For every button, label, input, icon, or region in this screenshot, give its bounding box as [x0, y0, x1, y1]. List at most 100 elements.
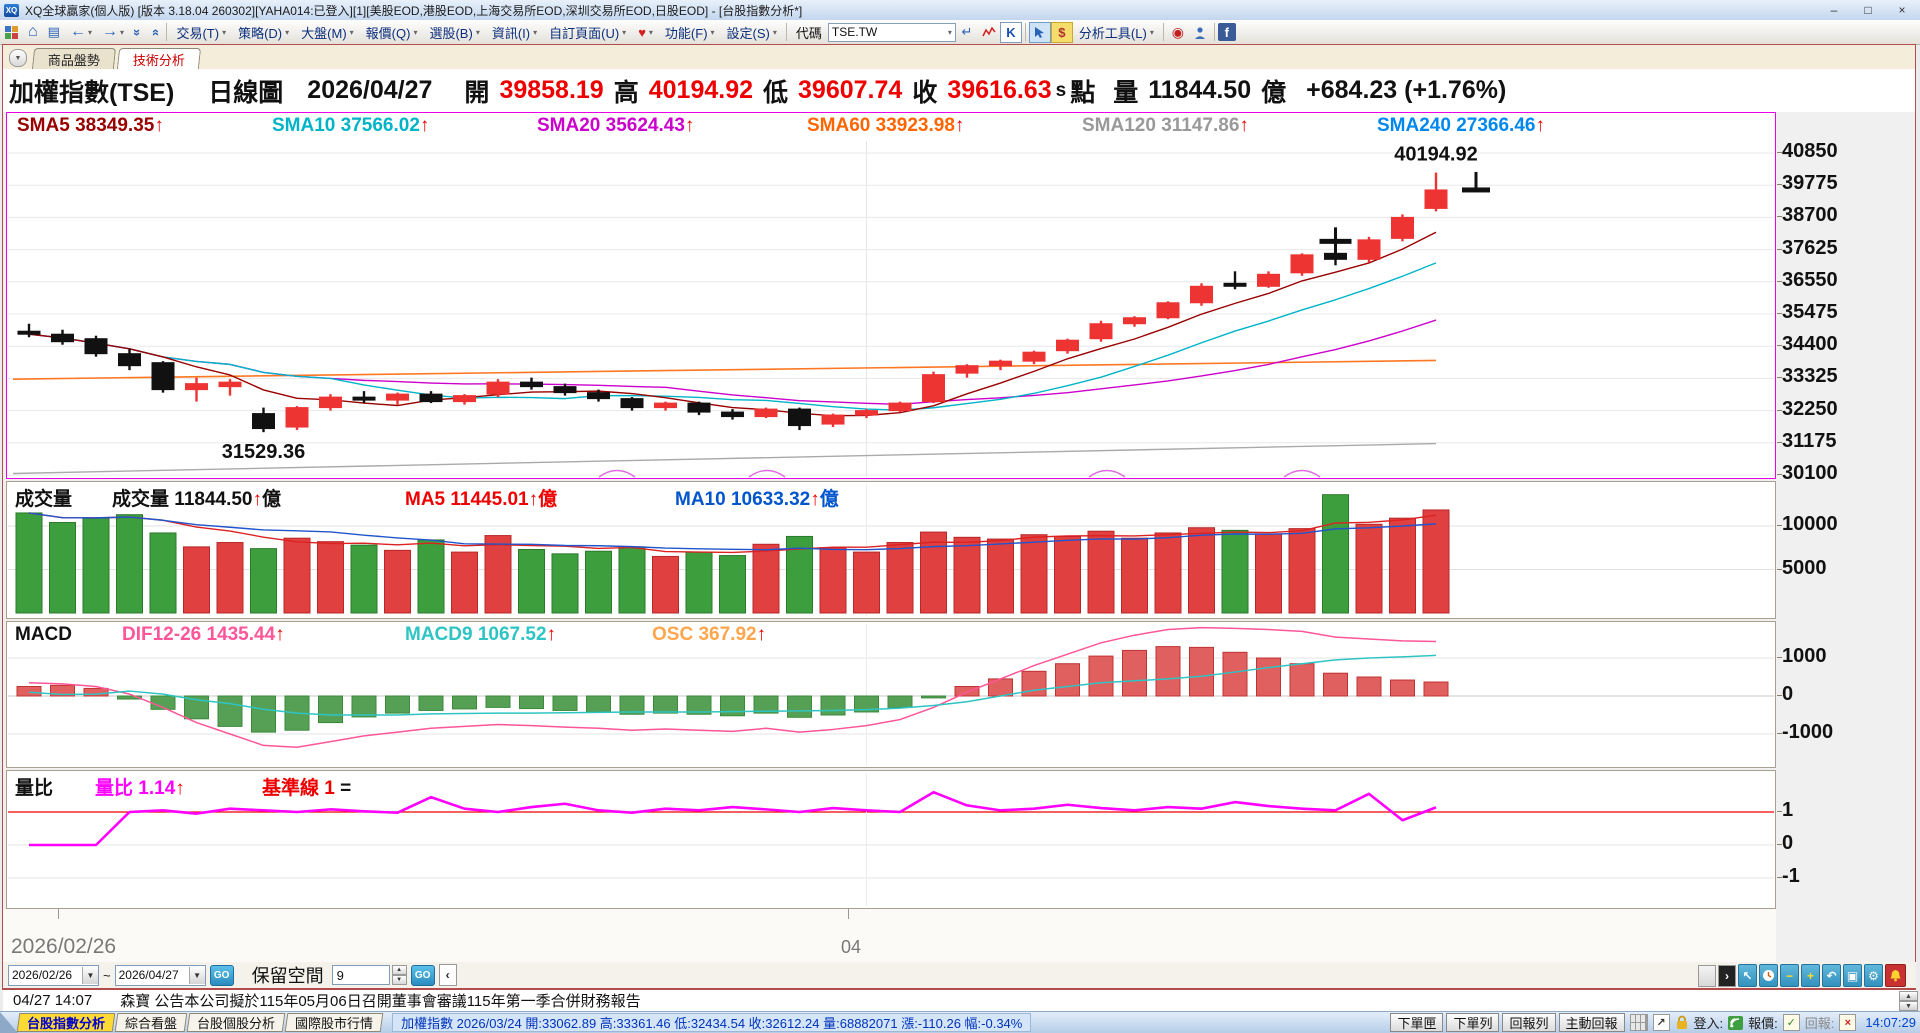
tab-technical-analysis[interactable]: 技術分析	[116, 48, 202, 69]
dollar-tool-icon[interactable]: $	[1050, 21, 1073, 43]
ratio-baseline: 基準線 1 =	[262, 778, 352, 799]
collapse-left-icon[interactable]: ‹	[438, 964, 457, 986]
reserve-space-input[interactable]: 9	[331, 965, 390, 985]
scroll-up-icon[interactable]: ▲	[1899, 991, 1918, 1001]
zoom-out-icon[interactable]: −	[1780, 964, 1799, 987]
code-label: 代碼	[795, 25, 822, 41]
apps-grid-icon[interactable]	[0, 21, 23, 43]
range-to-select[interactable]: 2026/04/27 ▼	[114, 964, 206, 986]
volume-axis-tick-label: 10000	[1782, 513, 1838, 535]
menu-item-1[interactable]: 策略(D) ▾	[238, 25, 290, 41]
quote-header: 加權指數(TSE) 日線圖 2026/04/27 開 39858.19 高 40…	[3, 69, 1915, 112]
news-time: 04/27 14:07	[13, 992, 93, 1009]
login-signal-icon[interactable]	[1728, 1015, 1744, 1030]
enter-icon[interactable]: ↵	[961, 24, 973, 39]
range-tilde: ~	[103, 967, 111, 983]
menu-item-5[interactable]: 資訊(I) ▾	[491, 25, 538, 41]
range-from-dropdown-icon[interactable]: ▼	[82, 966, 98, 984]
close-button[interactable]: ×	[1898, 2, 1906, 17]
page-tab-0[interactable]: 台股指數分析	[16, 1013, 116, 1032]
quote-status-icon[interactable]: ✓	[1782, 1014, 1800, 1031]
menu-item-2[interactable]: 大盤(M) ▾	[301, 25, 354, 41]
page-list-icon[interactable]: ▤	[47, 24, 60, 39]
range-from-select[interactable]: 2026/02/26 ▼	[8, 964, 99, 986]
clock-time: 14:07:29	[1865, 1015, 1916, 1030]
menu-item-0[interactable]: 交易(T) ▾	[176, 25, 227, 41]
instrument-name: 加權指數(TSE)	[9, 78, 175, 107]
calculator-icon[interactable]	[1629, 1014, 1648, 1031]
reserve-spinner[interactable]: ▲ ▼	[391, 965, 407, 985]
sma-label-sma240: SMA240 27366.46↑	[1377, 115, 1545, 136]
tab-dropdown-icon[interactable]: ▼	[9, 49, 27, 67]
menu-item-8[interactable]: 設定(S) ▾	[726, 25, 777, 41]
fullscreen-icon[interactable]: ▣	[1843, 964, 1862, 987]
settings-tool-icon[interactable]: ⚙	[1864, 964, 1883, 987]
order-button-2[interactable]: 回報列	[1502, 1013, 1556, 1032]
toolbar: ⌂ ▤ ← ▾ → ▾ » » 交易(T) ▾ 策略(D) ▾ 大盤(M) ▾ 報價(Q) ▾ 選股…	[0, 20, 1920, 45]
report-status-label: 回報:	[1804, 1016, 1835, 1031]
price-axis-tick-label: 35475	[1782, 300, 1838, 323]
undo-icon[interactable]: ↶	[1822, 964, 1841, 987]
blank-button[interactable]	[1698, 964, 1716, 987]
menu-item-7[interactable]: 功能(F) ▾	[664, 25, 715, 41]
page-tab-2[interactable]: 台股個股分析	[186, 1013, 286, 1032]
volume-panel[interactable]: 成交量 成交量 11844.50↑億 MA5 11445.01↑億 MA10 1…	[6, 481, 1776, 619]
close-label: 收	[912, 78, 938, 107]
order-button-3[interactable]: 主動回報	[1558, 1013, 1625, 1032]
chart-type: 日線圖	[208, 78, 284, 107]
zoom-in-icon[interactable]: +	[1801, 964, 1820, 987]
range-to-dropdown-icon[interactable]: ▼	[188, 966, 205, 984]
facebook-icon[interactable]: f	[1217, 23, 1236, 41]
sma-label-sma120: SMA120 31147.86↑	[1082, 115, 1249, 136]
ratio-axis-tick-label: 1	[1782, 799, 1794, 821]
lock-icon[interactable]	[1675, 1015, 1689, 1030]
home-icon[interactable]: ⌂	[28, 23, 38, 40]
menu-item-6[interactable]: 自訂頁面(U) ▾	[549, 25, 627, 41]
volume-ratio-panel[interactable]: 量比 量比 1.14↑ 基準線 1 =	[6, 770, 1776, 909]
favorites-heart-icon[interactable]: ♥ ▾	[638, 24, 653, 40]
quote-status-label: 報價:	[1748, 1016, 1778, 1031]
quote-date: 2026/04/27	[307, 76, 433, 104]
kline-icon[interactable]: K	[999, 21, 1022, 43]
menu-item-3[interactable]: 報價(Q) ▾	[365, 25, 418, 41]
news-scroll-buttons[interactable]: ▲ ▼	[1899, 991, 1918, 1011]
time-mode-icon[interactable]	[1759, 964, 1778, 987]
tab-quote-board[interactable]: 商品盤勢	[31, 48, 117, 69]
low-label: 低	[763, 78, 789, 107]
page-tab-3[interactable]: 國際股市行情	[284, 1013, 384, 1032]
go-button-2[interactable]: GO	[410, 964, 435, 986]
volume-axis-tick-label: 5000	[1782, 556, 1827, 579]
chart-icon[interactable]	[978, 22, 1000, 43]
close-flag: s	[1055, 79, 1067, 101]
pointer-mode-icon[interactable]: ↖	[1738, 964, 1757, 987]
go-button[interactable]: GO	[209, 964, 234, 986]
main-chart-panel[interactable]: SMA5 38349.35↑ SMA10 37566.02↑ SMA20 35624…	[6, 112, 1776, 479]
maximize-button[interactable]: □	[1864, 2, 1872, 17]
order-button-1[interactable]: 下單列	[1446, 1013, 1500, 1032]
expand-right-icon[interactable]: ›	[1718, 964, 1736, 987]
order-button-0[interactable]: 下單匣	[1390, 1013, 1444, 1032]
forward-icon[interactable]: → ▾	[101, 23, 124, 40]
menu-item-4[interactable]: 選股(B) ▾	[429, 25, 480, 41]
sma-label-sma60: SMA60 33923.98↑	[807, 115, 965, 136]
popout-icon[interactable]: ↗	[1652, 1014, 1670, 1031]
macd-macd9: MACD9 1067.52↑	[405, 624, 557, 645]
minimize-button[interactable]: –	[1830, 2, 1838, 17]
cursor-tool-icon[interactable]	[1028, 21, 1051, 43]
symbol-input[interactable]: TSE.TW ▾	[827, 22, 956, 42]
target-icon[interactable]: ◉	[1171, 23, 1184, 40]
collapse-down-icon[interactable]: »	[147, 28, 163, 36]
low-value: 39607.74	[798, 76, 903, 104]
scroll-down-icon[interactable]: ▼	[1899, 1001, 1918, 1011]
news-ticker[interactable]: 04/27 14:07 森寶 公告本公司擬於115年05月06日召開董事會審議1…	[3, 990, 1916, 1012]
report-status-icon[interactable]: ×	[1839, 1014, 1857, 1031]
macd-panel[interactable]: MACD DIF12-26 1435.44↑ MACD9 1067.52↑ OS…	[6, 621, 1776, 768]
price-axis-tick-label: 37625	[1782, 236, 1838, 259]
back-icon[interactable]: ← ▾	[69, 23, 92, 40]
chart-controls-row: 2026/02/26 ▼ ~ 2026/04/27 ▼ GO 保留空間 9 ▲ ▼ G…	[3, 962, 1916, 989]
analysis-tools-menu[interactable]: 分析工具(L) ▾	[1078, 25, 1154, 41]
alert-bell-icon[interactable]	[1885, 964, 1906, 987]
page-tab-1[interactable]: 綜合看盤	[114, 1013, 188, 1032]
collapse-up-icon[interactable]: »	[130, 28, 146, 36]
user-icon[interactable]	[1189, 22, 1211, 43]
